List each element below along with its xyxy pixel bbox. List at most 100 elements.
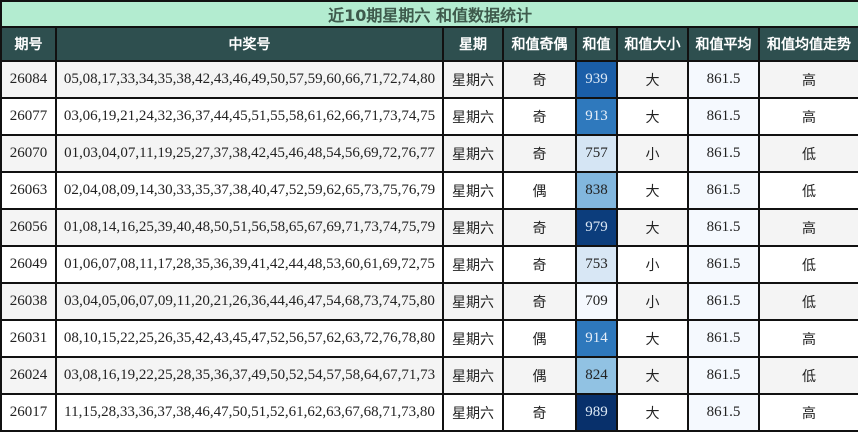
table-row: 26063 02,04,08,09,14,30,33,35,37,38,40,47… xyxy=(0,171,858,210)
parity-cell: 偶 xyxy=(502,171,577,210)
trend-cell: 低 xyxy=(757,356,858,395)
issue-cell: 26038 xyxy=(0,282,57,321)
size-cell: 大 xyxy=(616,97,689,136)
issue-cell: 26063 xyxy=(0,171,57,210)
weekday-cell: 星期六 xyxy=(442,393,504,432)
average-cell: 861.5 xyxy=(687,208,760,247)
sum-cell: 838 xyxy=(575,171,618,210)
header-parity: 和值奇偶 xyxy=(502,26,577,62)
trend-cell: 高 xyxy=(757,393,858,432)
average-cell: 861.5 xyxy=(687,245,760,284)
issue-cell: 26017 xyxy=(0,393,57,432)
parity-cell: 奇 xyxy=(502,393,577,432)
trend-cell: 低 xyxy=(757,282,858,321)
table-row: 26077 03,06,19,21,24,32,36,37,44,45,51,55… xyxy=(0,97,858,136)
sum-cell: 939 xyxy=(575,60,618,99)
numbers-cell: 11,15,28,33,36,37,38,46,47,50,51,52,61,6… xyxy=(55,393,444,432)
header-weekday: 星期 xyxy=(442,26,504,62)
numbers-cell: 05,08,17,33,34,35,38,42,43,46,49,50,57,5… xyxy=(55,60,444,99)
average-cell: 861.5 xyxy=(687,282,760,321)
average-cell: 861.5 xyxy=(687,356,760,395)
sum-cell: 757 xyxy=(575,134,618,173)
trend-cell: 高 xyxy=(757,208,858,247)
trend-cell: 低 xyxy=(757,245,858,284)
table-body: 26084 05,08,17,33,34,35,38,42,43,46,49,50… xyxy=(0,60,858,432)
weekday-cell: 星期六 xyxy=(442,282,504,321)
sum-cell: 824 xyxy=(575,356,618,395)
weekday-cell: 星期六 xyxy=(442,356,504,395)
header-row: 期号 中奖号 星期 和值奇偶 和值 和值大小 和值平均 和值均值走势 xyxy=(0,26,858,62)
size-cell: 小 xyxy=(616,134,689,173)
sum-cell: 914 xyxy=(575,319,618,358)
sum-cell: 989 xyxy=(575,393,618,432)
issue-cell: 26056 xyxy=(0,208,57,247)
header-issue: 期号 xyxy=(0,26,57,62)
size-cell: 小 xyxy=(616,245,689,284)
numbers-cell: 03,06,19,21,24,32,36,37,44,45,51,55,58,6… xyxy=(55,97,444,136)
trend-cell: 低 xyxy=(757,171,858,210)
issue-cell: 26070 xyxy=(0,134,57,173)
table-row: 26056 01,08,14,16,25,39,40,48,50,51,56,58… xyxy=(0,208,858,247)
numbers-cell: 03,04,05,06,07,09,11,20,21,26,36,44,46,4… xyxy=(55,282,444,321)
weekday-cell: 星期六 xyxy=(442,60,504,99)
issue-cell: 26031 xyxy=(0,319,57,358)
trend-cell: 低 xyxy=(757,134,858,173)
numbers-cell: 03,08,16,19,22,25,28,35,36,37,49,50,52,5… xyxy=(55,356,444,395)
table-title: 近10期星期六 和值数据统计 xyxy=(0,0,858,28)
numbers-cell: 01,06,07,08,11,17,28,35,36,39,41,42,44,4… xyxy=(55,245,444,284)
sum-cell: 979 xyxy=(575,208,618,247)
table-row: 26017 11,15,28,33,36,37,38,46,47,50,51,52… xyxy=(0,393,858,432)
size-cell: 大 xyxy=(616,171,689,210)
size-cell: 大 xyxy=(616,356,689,395)
table-row: 26049 01,06,07,08,11,17,28,35,36,39,41,42… xyxy=(0,245,858,284)
average-cell: 861.5 xyxy=(687,393,760,432)
table-row: 26070 01,03,04,07,11,19,25,27,37,38,42,45… xyxy=(0,134,858,173)
issue-cell: 26024 xyxy=(0,356,57,395)
weekday-cell: 星期六 xyxy=(442,134,504,173)
average-cell: 861.5 xyxy=(687,134,760,173)
size-cell: 大 xyxy=(616,60,689,99)
table-row: 26031 08,10,15,22,25,26,35,42,43,45,47,52… xyxy=(0,319,858,358)
average-cell: 861.5 xyxy=(687,319,760,358)
numbers-cell: 08,10,15,22,25,26,35,42,43,45,47,52,56,5… xyxy=(55,319,444,358)
parity-cell: 奇 xyxy=(502,97,577,136)
sum-cell: 753 xyxy=(575,245,618,284)
table-row: 26038 03,04,05,06,07,09,11,20,21,26,36,44… xyxy=(0,282,858,321)
average-cell: 861.5 xyxy=(687,171,760,210)
average-cell: 861.5 xyxy=(687,97,760,136)
table-row: 26084 05,08,17,33,34,35,38,42,43,46,49,50… xyxy=(0,60,858,99)
weekday-cell: 星期六 xyxy=(442,319,504,358)
trend-cell: 高 xyxy=(757,319,858,358)
numbers-cell: 01,03,04,07,11,19,25,27,37,38,42,45,46,4… xyxy=(55,134,444,173)
weekday-cell: 星期六 xyxy=(442,208,504,247)
size-cell: 小 xyxy=(616,282,689,321)
issue-cell: 26077 xyxy=(0,97,57,136)
size-cell: 大 xyxy=(616,319,689,358)
numbers-cell: 01,08,14,16,25,39,40,48,50,51,56,58,65,6… xyxy=(55,208,444,247)
header-size: 和值大小 xyxy=(616,26,689,62)
issue-cell: 26084 xyxy=(0,60,57,99)
size-cell: 大 xyxy=(616,208,689,247)
issue-cell: 26049 xyxy=(0,245,57,284)
header-sum: 和值 xyxy=(575,26,618,62)
average-cell: 861.5 xyxy=(687,60,760,99)
weekday-cell: 星期六 xyxy=(442,171,504,210)
sum-cell: 709 xyxy=(575,282,618,321)
parity-cell: 奇 xyxy=(502,208,577,247)
parity-cell: 奇 xyxy=(502,134,577,173)
parity-cell: 偶 xyxy=(502,356,577,395)
parity-cell: 偶 xyxy=(502,319,577,358)
header-average: 和值平均 xyxy=(687,26,760,62)
header-numbers: 中奖号 xyxy=(55,26,444,62)
numbers-cell: 02,04,08,09,14,30,33,35,37,38,40,47,52,5… xyxy=(55,171,444,210)
trend-cell: 高 xyxy=(757,97,858,136)
weekday-cell: 星期六 xyxy=(442,245,504,284)
parity-cell: 奇 xyxy=(502,282,577,321)
size-cell: 大 xyxy=(616,393,689,432)
parity-cell: 奇 xyxy=(502,60,577,99)
table-row: 26024 03,08,16,19,22,25,28,35,36,37,49,50… xyxy=(0,356,858,395)
header-trend: 和值均值走势 xyxy=(757,26,858,62)
weekday-cell: 星期六 xyxy=(442,97,504,136)
trend-cell: 高 xyxy=(757,60,858,99)
